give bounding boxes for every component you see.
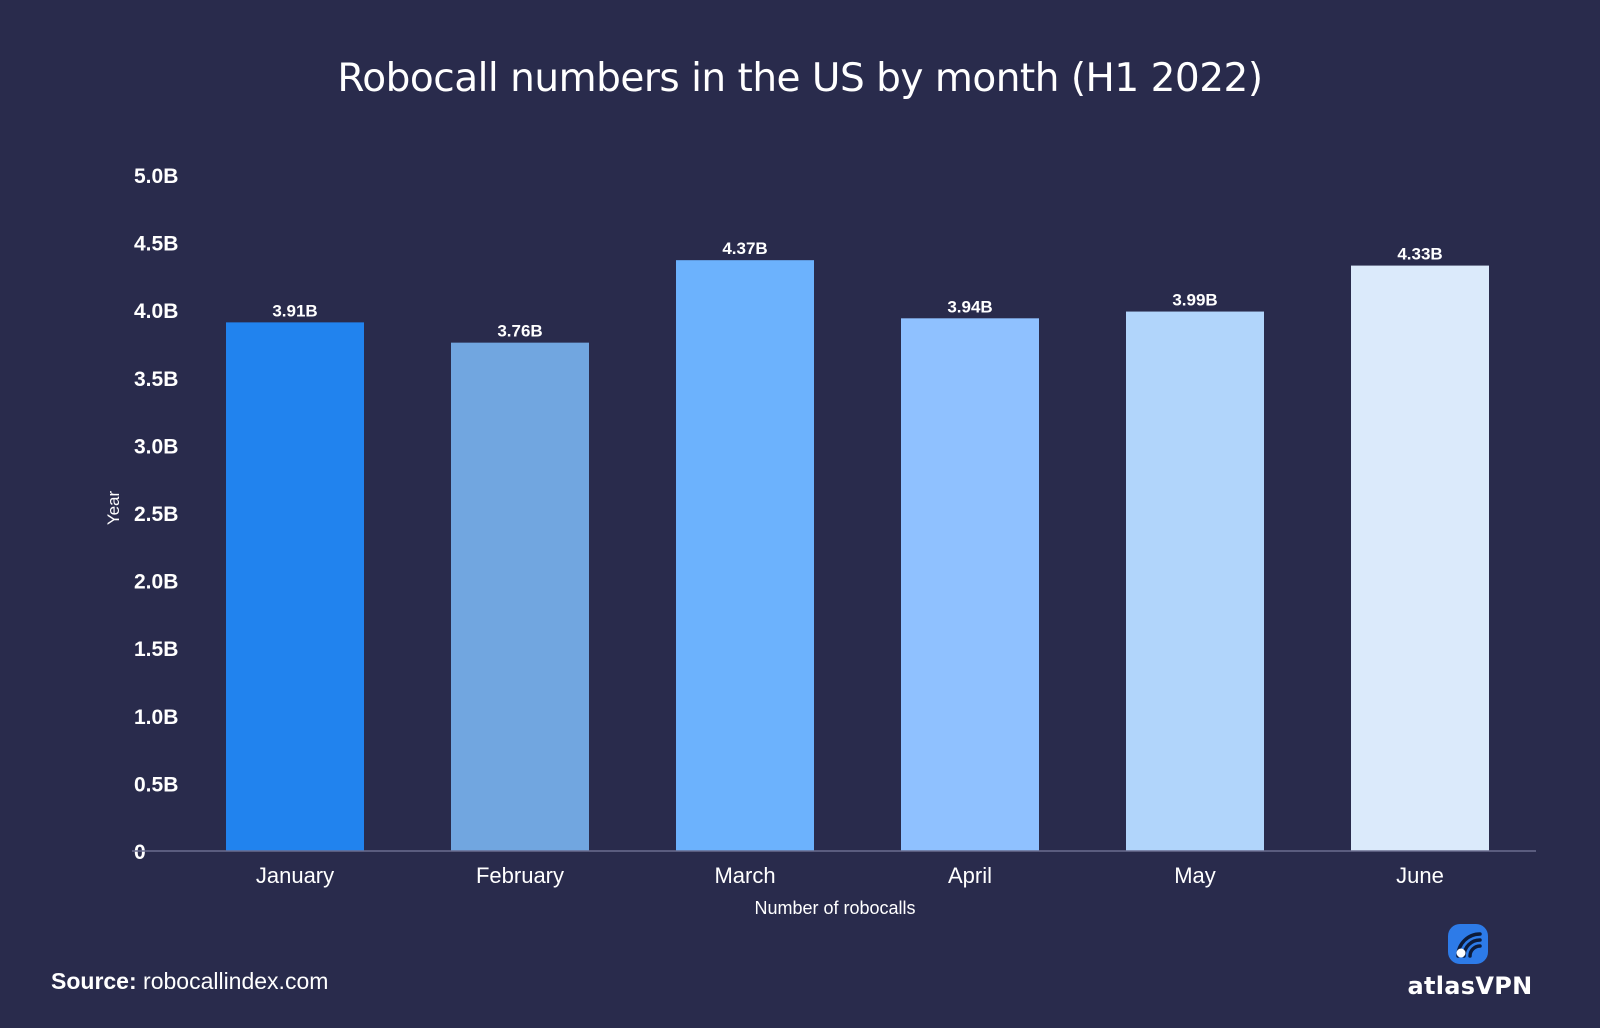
value-label-january: 3.91B: [272, 301, 317, 320]
y-tick-label: 5.0B: [134, 165, 178, 188]
x-tick-label-january: January: [256, 863, 334, 888]
y-tick-label: 2.5B: [134, 503, 178, 526]
atlasvpn-logo-icon: [1448, 924, 1488, 964]
x-tick-label-february: February: [476, 863, 564, 888]
y-tick-label: 4.5B: [134, 233, 178, 256]
x-axis-title: Number of robocalls: [754, 898, 915, 918]
bar-june: [1351, 265, 1489, 852]
y-tick-label: 4.0B: [134, 300, 178, 323]
bar-may: [1126, 311, 1264, 851]
bars-group: [226, 260, 1489, 852]
source-label: Source:: [51, 968, 137, 994]
x-tick-label-march: March: [714, 863, 775, 888]
y-tick-label: 0: [134, 841, 146, 864]
source-value: robocallindex.com: [136, 968, 329, 994]
bar-april: [901, 318, 1039, 851]
value-label-june: 4.33B: [1397, 245, 1442, 264]
y-tick-label: 3.0B: [134, 435, 178, 458]
y-tick-label: 1.5B: [134, 638, 178, 661]
value-label-february: 3.76B: [497, 322, 542, 341]
value-label-april: 3.94B: [947, 297, 992, 316]
atlasvpn-logo: atlasVPN: [1400, 918, 1540, 1000]
atlasvpn-logo-text: atlasVPN: [1407, 972, 1533, 1000]
value-label-may: 3.99B: [1172, 291, 1217, 310]
chart-title: Robocall numbers in the US by month (H1 …: [337, 56, 1263, 101]
value-label-march: 4.37B: [722, 239, 767, 258]
x-axis-ticks: January February March April May June: [256, 863, 1444, 888]
y-tick-label: 0.5B: [134, 773, 178, 796]
x-tick-label-may: May: [1174, 863, 1216, 888]
y-tick-label: 2.0B: [134, 571, 178, 594]
y-tick-label: 1.0B: [134, 706, 178, 729]
bar-february: [451, 342, 589, 851]
y-axis-ticks: 0 0.5B 1.0B 1.5B 2.0B 2.5B 3.0B 3.5B 4.0B 4.5B 5.0…: [134, 165, 178, 864]
y-axis-title: Year: [104, 490, 123, 525]
value-labels-group: 3.91B 3.76B 4.37B 3.94B 3.99B 4.33B: [272, 239, 1442, 340]
bar-january: [226, 322, 364, 851]
source-note: Source: robocallindex.com: [51, 968, 328, 995]
y-tick-label: 3.5B: [134, 368, 178, 391]
x-tick-label-april: April: [948, 863, 992, 888]
bar-march: [676, 260, 814, 851]
x-tick-label-june: June: [1396, 863, 1444, 888]
